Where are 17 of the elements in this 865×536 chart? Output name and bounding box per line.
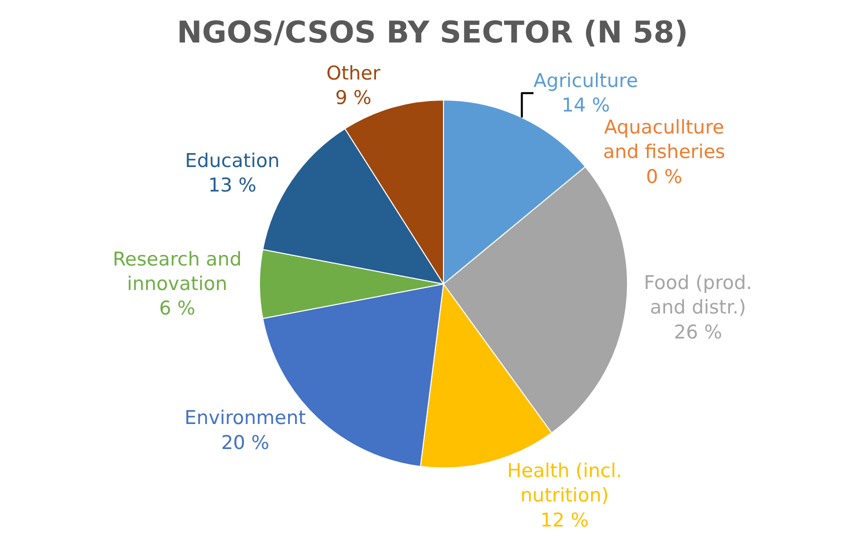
category-label: Aquacullture and fisheries: [603, 116, 726, 164]
slice-label: Research and innovation: [112, 248, 242, 295]
slice-label: Agriculture: [534, 70, 638, 92]
data-label: 14 %: [562, 94, 610, 117]
data-label: 9 %: [335, 87, 372, 110]
slice-label: Education: [185, 150, 280, 172]
data-label: 12 %: [540, 509, 589, 532]
slice-label: Health (incl. nutrition): [507, 460, 622, 507]
data-label: 13 %: [208, 174, 256, 197]
data-label: 26 %: [674, 321, 722, 344]
chart-title: NGOS/CSOS BY SECTOR (N 58): [176, 15, 688, 50]
data-label: 20 %: [221, 432, 270, 454]
slice-label: Food (prod. and distr.): [644, 272, 752, 319]
slice-label: Other: [326, 62, 380, 84]
text: 0 %: [646, 166, 682, 188]
data-label: 6 %: [159, 298, 196, 320]
slice-label: Environment: [184, 407, 306, 430]
